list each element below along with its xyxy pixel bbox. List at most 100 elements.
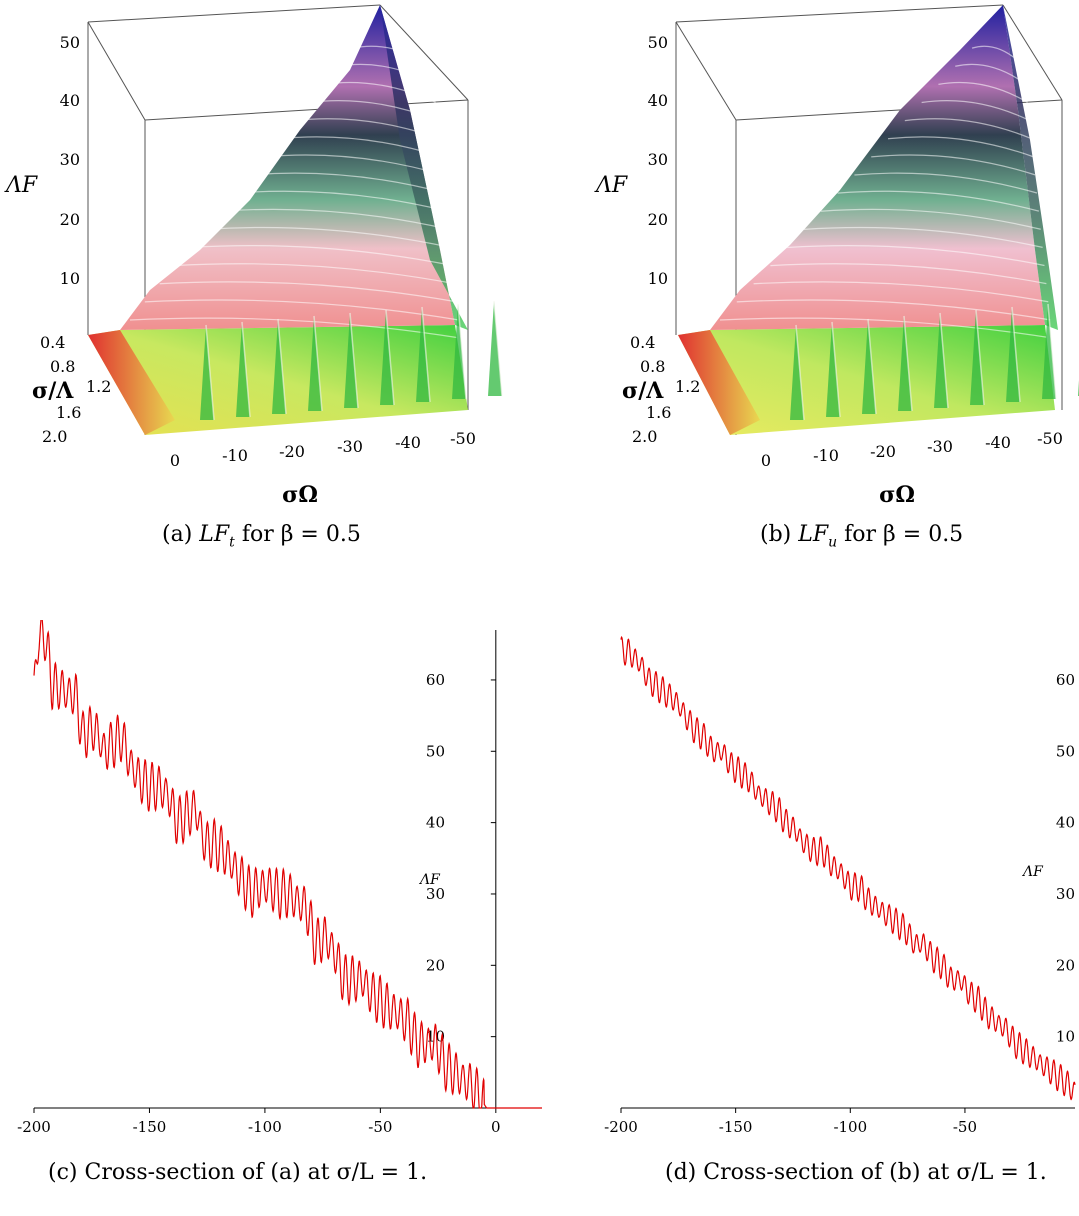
surface-ridge [854, 172, 1038, 194]
surface-fin-highlight [349, 312, 359, 409]
y-tick-label: 1.2 [675, 377, 700, 396]
x-axis-label: σΩ [826, 1139, 850, 1140]
surface-fin-highlight [205, 324, 215, 421]
surface-ridge [189, 245, 453, 267]
z-tick-label: 30 [648, 150, 668, 169]
z-tick-label: 40 [648, 91, 668, 110]
z-tick-label: 20 [648, 210, 668, 229]
surface-fin [344, 313, 358, 408]
x-tick-label: -50 [953, 1118, 977, 1136]
surface-ridge [955, 63, 1027, 85]
surface-ridge [938, 81, 1028, 103]
y-tick-label: 1.6 [56, 403, 81, 422]
z-tick-label: 30 [60, 150, 80, 169]
y-tick-label: 50 [426, 742, 445, 760]
y-tick-label: 10 [1056, 1028, 1075, 1046]
x-tick-label: -10 [813, 446, 839, 465]
surface-fin-highlight [795, 324, 805, 421]
caption-a: (a) LFt for β = 0.5 [162, 522, 361, 551]
surface-ridge [837, 190, 1040, 212]
y-tick-label: 60 [426, 671, 445, 689]
y-axis-label: σ/Λ [32, 378, 74, 404]
y-tick-label: 2.0 [42, 427, 67, 446]
z-tick-label: 50 [648, 33, 668, 52]
surface-plot-b: 50 40 30 20 10 0.4 0.8 1.2 1.6 2.0 0 -10… [594, 4, 1079, 508]
surface-fin-highlight [831, 321, 841, 418]
y-tick-label: 2.0 [632, 427, 657, 446]
x-tick-label: -30 [927, 437, 953, 456]
surface-ridge [803, 226, 1043, 248]
y-tick-label: 50 [1056, 742, 1075, 760]
line-chart-c: -200 -150 -100 -50 0 10 20 30 40 50 60 σΩ ΛF [17, 620, 542, 1140]
surface-fin-highlight [939, 312, 949, 409]
surface-fin [826, 322, 840, 417]
y-tick-label: 30 [1056, 885, 1075, 903]
surface-fin-highlight [277, 318, 287, 415]
x-axis-label: σΩ [276, 1139, 300, 1140]
y-axis-label: ΛF [418, 872, 441, 888]
surface-ridge [719, 317, 1053, 339]
surface-ridge [159, 281, 457, 303]
surface-fin [790, 325, 804, 420]
surface-ridge [204, 226, 451, 248]
x-axis-label: σΩ [879, 482, 915, 508]
surface-ridge [308, 100, 438, 122]
x-tick-label: -150 [133, 1118, 167, 1136]
surface-ridge [753, 281, 1049, 303]
surface-fin [898, 316, 912, 411]
x-tick-label: -200 [604, 1118, 638, 1136]
surface-fin [452, 304, 466, 399]
surface-fin [380, 310, 394, 405]
x-tick-label: 0 [761, 451, 771, 470]
y-axis-label: ΛF [1021, 864, 1044, 880]
y-tick-label: 40 [426, 814, 445, 832]
series-line [620, 635, 1076, 1101]
y-tick-label: 1.6 [646, 403, 671, 422]
line-chart-d: -200 -150 -100 -50 10 20 30 40 50 60 σΩ ΛF [604, 635, 1076, 1140]
surface-ridge [352, 45, 433, 67]
x-tick-label: -150 [719, 1118, 753, 1136]
surface-fin-highlight [867, 318, 877, 415]
y-tick-label: 40 [1056, 814, 1075, 832]
surface-ridge [233, 190, 448, 212]
surface-ridge [174, 263, 455, 285]
surface-fin-highlight [1011, 306, 1021, 403]
y-tick-label: 10 [426, 1028, 445, 1046]
surface-rise-right [380, 5, 468, 330]
x-tick-label: -40 [395, 433, 421, 452]
caption-d: (d) Cross-section of (b) at σ/L = 1. [665, 1160, 1047, 1185]
x-tick-label: 0 [170, 451, 180, 470]
caption-b: (b) LFu for β = 0.5 [760, 522, 964, 551]
surface-ridge [248, 172, 446, 194]
surface-ridge [887, 136, 1034, 158]
surface-fin-highlight [903, 315, 913, 412]
y-tick-label: 30 [426, 885, 445, 903]
surface-ridge [293, 118, 440, 140]
z-axis-label: ΛF [594, 173, 628, 198]
surface-left-face [88, 330, 175, 435]
surface-ridge [263, 154, 444, 176]
surface-fin [416, 307, 430, 402]
surface-fin-highlight [1047, 303, 1057, 400]
z-tick-label: 10 [60, 269, 80, 288]
caption-c: (c) Cross-section of (a) at σ/L = 1. [48, 1160, 428, 1185]
surface-fin-highlight [457, 303, 467, 400]
x-tick-label: -200 [17, 1118, 51, 1136]
surface-fin [488, 301, 502, 396]
series-line [33, 620, 542, 1109]
surface-ridge [129, 317, 461, 339]
x-tick-label: -50 [368, 1118, 392, 1136]
x-tick-label: -20 [279, 442, 305, 461]
y-tick-label: 20 [1056, 956, 1075, 974]
surface-rise [710, 5, 1045, 330]
y-tick-label: 60 [1056, 671, 1075, 689]
surface-fins [790, 303, 1079, 421]
z-tick-label: 50 [60, 33, 80, 52]
z-axis-label: ΛF [4, 173, 38, 198]
y-tick-label: 0.8 [640, 357, 665, 376]
surface-ridge [787, 245, 1045, 267]
surface-ridge [971, 45, 1025, 67]
surface-rise-right [1003, 5, 1058, 330]
y-tick-label: 0.8 [50, 357, 75, 376]
surface-ridge [871, 154, 1036, 176]
